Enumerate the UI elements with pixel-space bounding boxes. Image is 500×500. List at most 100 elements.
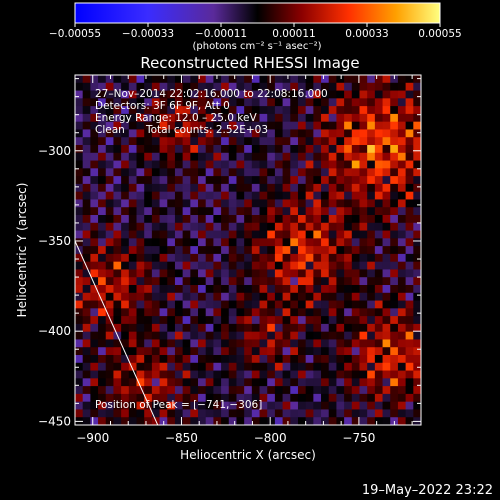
heatmap-cell — [190, 137, 199, 146]
heatmap-cell — [121, 308, 130, 317]
colorbar-tick-label: 0.00033 — [345, 28, 388, 40]
heatmap-cell — [190, 90, 199, 99]
heatmap-cell — [351, 129, 360, 138]
heatmap-cell — [221, 183, 230, 193]
heatmap-cell — [359, 145, 368, 154]
heatmap-cell — [413, 355, 421, 364]
heatmap-cell — [213, 207, 222, 216]
heatmap-cell — [405, 323, 414, 333]
heatmap-cell — [367, 98, 376, 107]
heatmap-cell — [244, 417, 253, 425]
heatmap-cell — [382, 347, 391, 356]
heatmap-cell — [328, 246, 337, 255]
heatmap-cell — [321, 230, 330, 239]
heatmap-cell — [374, 246, 383, 255]
observation-info: 27–Nov–2014 22:02:16.000 to 22:08:16.000… — [95, 88, 328, 136]
heatmap-cell — [213, 191, 222, 200]
heatmap-cell — [113, 386, 122, 395]
heatmap-cell — [351, 183, 360, 193]
heatmap-cell — [144, 347, 153, 356]
heatmap-cell — [305, 230, 314, 239]
heatmap-cell — [113, 207, 122, 216]
heatmap-cell — [151, 152, 160, 161]
heatmap-cell — [359, 168, 368, 177]
heatmap-cell — [182, 277, 191, 286]
heatmap-cell — [321, 75, 330, 84]
heatmap-cell — [174, 90, 184, 99]
heatmap-cell — [113, 316, 122, 325]
heatmap-cell — [251, 285, 260, 294]
heatmap-cell — [282, 129, 291, 138]
heatmap-cell — [190, 347, 199, 356]
heatmap-cell — [244, 145, 253, 154]
heatmap-cell — [374, 378, 383, 387]
heatmap-cell — [382, 222, 391, 231]
heatmap-cell — [390, 378, 399, 387]
heatmap-cell — [321, 106, 330, 115]
heatmap-cell — [359, 386, 368, 395]
heatmap-cell — [98, 121, 107, 130]
heatmap-cell — [182, 300, 191, 309]
heatmap-cell — [321, 129, 330, 138]
heatmap-cell — [382, 113, 391, 123]
heatmap-cell — [82, 316, 91, 325]
heatmap-cell — [144, 409, 153, 418]
heatmap-cell — [359, 409, 368, 418]
heatmap-cell — [405, 292, 414, 301]
heatmap-cell — [190, 145, 199, 154]
heatmap-cell — [82, 106, 91, 115]
heatmap-cell — [267, 145, 276, 154]
heatmap-cell — [213, 339, 222, 348]
heatmap-cell — [313, 409, 322, 418]
heatmap-cell — [351, 230, 360, 239]
heatmap-cell — [136, 393, 145, 403]
heatmap-cell — [159, 316, 168, 325]
heatmap-cell — [167, 285, 176, 294]
heatmap-cell — [351, 292, 360, 301]
heatmap-cell — [151, 269, 160, 278]
heatmap-cell — [321, 393, 330, 403]
heatmap-cell — [313, 137, 322, 146]
heatmap-cell — [359, 417, 368, 425]
heatmap-cell — [344, 75, 353, 84]
heatmap-cell — [397, 308, 407, 317]
heatmap-cell — [182, 98, 191, 107]
heatmap-cell — [290, 316, 299, 325]
heatmap-cell — [144, 82, 153, 91]
heatmap-cell — [174, 253, 184, 263]
heatmap-cell — [374, 168, 383, 177]
heatmap-cell — [167, 370, 176, 379]
heatmap-cell — [228, 355, 237, 364]
heatmap-cell — [121, 269, 130, 278]
heatmap-cell — [213, 222, 222, 231]
heatmap-cell — [82, 253, 91, 263]
heatmap-cell — [297, 222, 307, 231]
heatmap-cell — [182, 152, 191, 161]
heatmap-cell — [297, 168, 307, 177]
heatmap-cell — [374, 121, 383, 130]
heatmap-cell — [328, 339, 337, 348]
heatmap-cell — [75, 129, 84, 138]
heatmap-cell — [236, 355, 245, 364]
heatmap-cell — [82, 417, 91, 425]
heatmap-cell — [251, 230, 260, 239]
heatmap-cell — [321, 98, 330, 107]
heatmap-cell — [351, 362, 360, 371]
heatmap-cell — [75, 386, 84, 395]
heatmap-cell — [221, 82, 230, 91]
heatmap-cell — [128, 191, 137, 200]
heatmap-cell — [105, 308, 114, 317]
heatmap-cell — [228, 238, 237, 247]
heatmap-cell — [159, 238, 168, 247]
heatmap-cell — [328, 323, 337, 333]
heatmap-cell — [397, 176, 407, 185]
annotation-energy-range: Energy Range: 12.0 – 25.0 keV — [95, 112, 257, 124]
heatmap-cell — [105, 129, 114, 138]
heatmap-cell — [336, 386, 345, 395]
x-tick-label: −800 — [254, 431, 287, 445]
heatmap-cell — [98, 137, 107, 146]
heatmap-cell — [244, 215, 253, 224]
heatmap-cell — [274, 191, 283, 200]
heatmap-cell — [374, 230, 383, 239]
heatmap-cell — [90, 106, 99, 115]
